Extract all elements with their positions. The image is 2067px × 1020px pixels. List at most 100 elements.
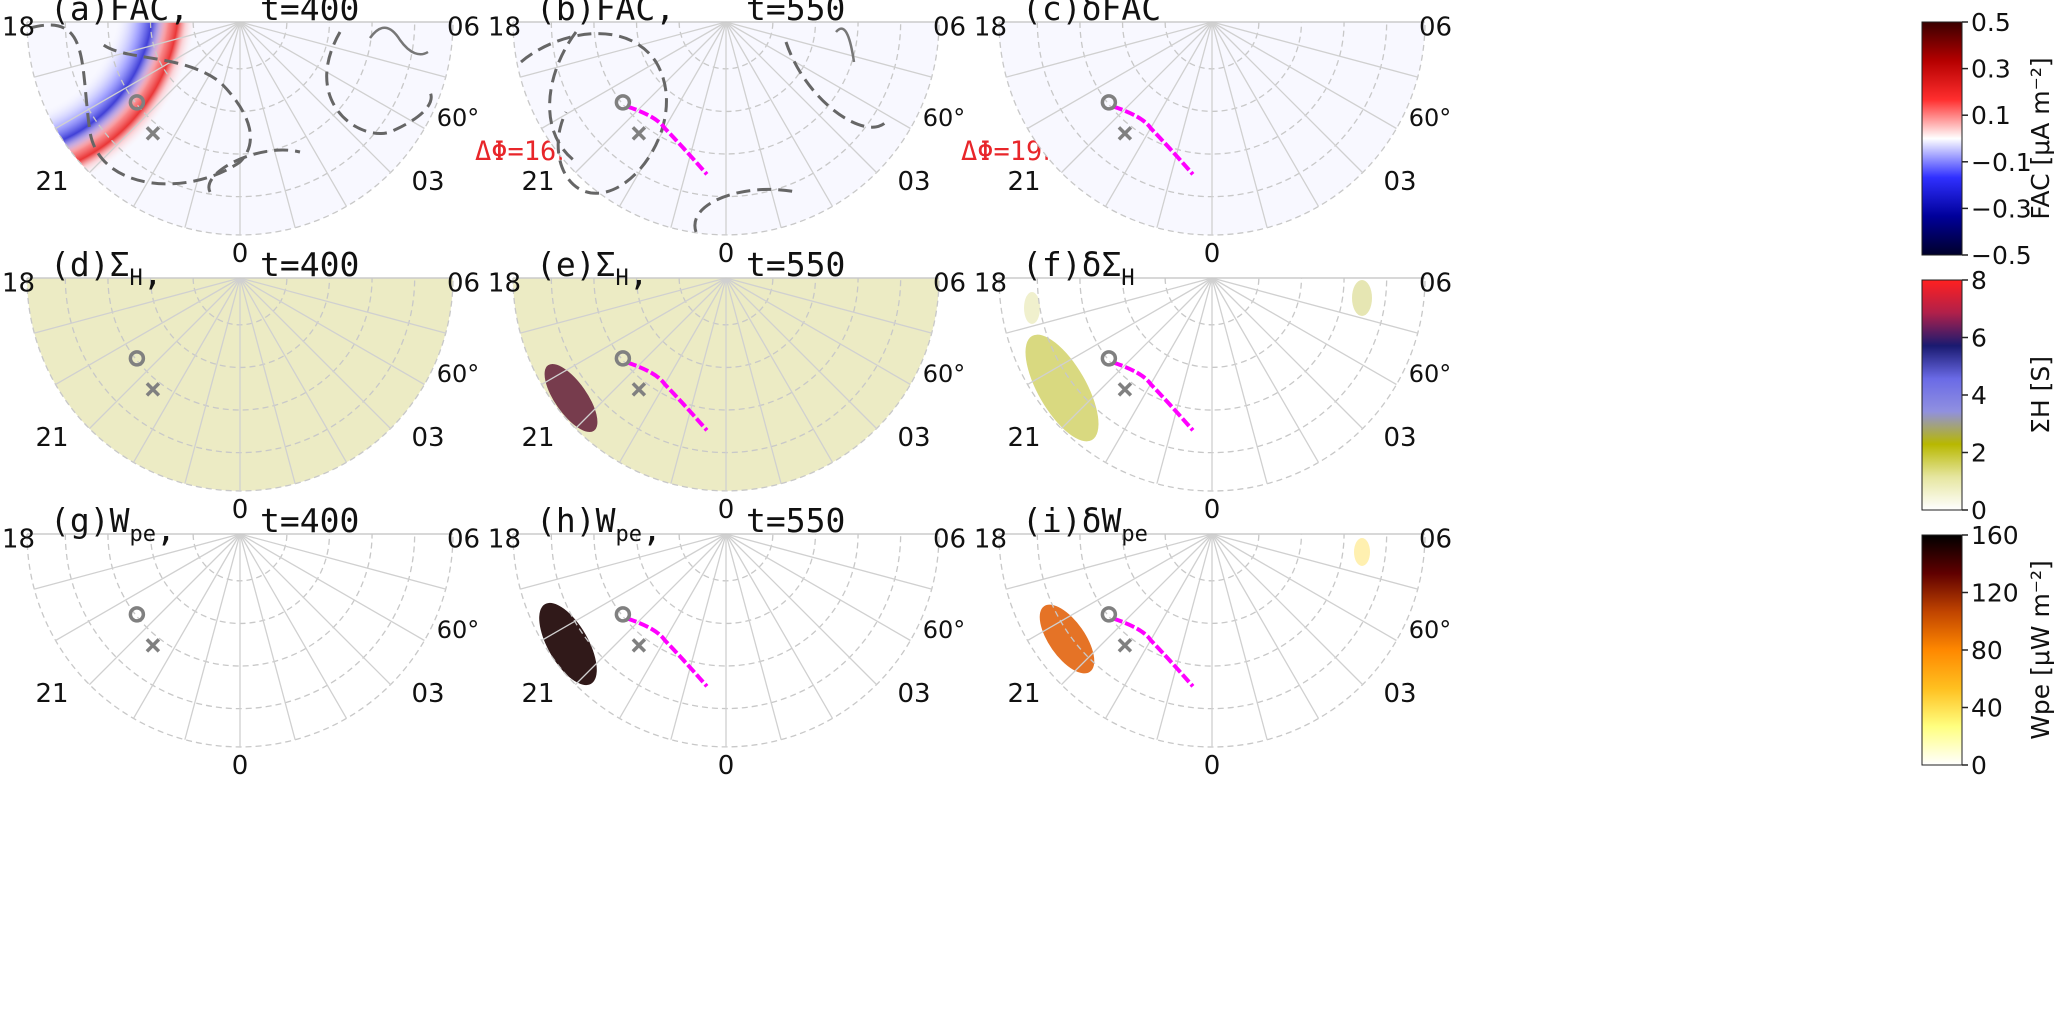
mlt-line bbox=[1211, 533, 1418, 590]
latitude-label-60: 60° bbox=[923, 104, 966, 132]
mlt-label-0: 0 bbox=[718, 239, 735, 269]
mlt-line bbox=[1156, 277, 1213, 484]
colorbar-label: ΣH [S] bbox=[2026, 356, 2055, 434]
mlt-line bbox=[725, 21, 932, 78]
mlt-line bbox=[725, 277, 782, 484]
mlt-line bbox=[55, 21, 241, 130]
latitude-label-60: 60° bbox=[437, 616, 480, 644]
mlt-label-0: 0 bbox=[718, 495, 735, 525]
start-circle-marker bbox=[614, 94, 632, 111]
mlt-line bbox=[239, 533, 425, 642]
colorbar-label: Wpe [μW m⁻²] bbox=[2026, 560, 2055, 740]
mlt-line bbox=[34, 21, 241, 78]
mlt-line bbox=[541, 533, 727, 642]
mlt-label-21: 21 bbox=[521, 167, 554, 197]
mlt-line bbox=[1060, 21, 1213, 174]
mlt-line bbox=[618, 277, 727, 463]
mlt-label-18: 18 bbox=[488, 269, 521, 299]
mlt-label-03: 03 bbox=[897, 679, 930, 709]
colorbar-tick-label: 2 bbox=[1971, 439, 1987, 468]
mlt-label-18: 18 bbox=[2, 269, 35, 299]
panel-time: t=550 bbox=[746, 245, 845, 284]
mlt-line bbox=[239, 21, 392, 174]
mlt-label-0: 0 bbox=[1204, 239, 1221, 269]
mlt-label-21: 21 bbox=[1007, 167, 1040, 197]
mlt-line bbox=[1027, 277, 1213, 386]
mlt-label-03: 03 bbox=[897, 167, 930, 197]
mlt-line bbox=[1211, 277, 1268, 484]
wpe-enhancement bbox=[1039, 604, 1095, 674]
mlt-line bbox=[725, 533, 911, 642]
mlt-label-06: 06 bbox=[933, 269, 966, 299]
mlt-label-0: 0 bbox=[1204, 751, 1221, 781]
colorbar-gradient bbox=[1921, 279, 1963, 511]
mlt-label-03: 03 bbox=[1383, 679, 1416, 709]
polar-grid bbox=[998, 277, 1426, 492]
mlt-line bbox=[239, 533, 296, 740]
latitude-label-60: 60° bbox=[437, 360, 480, 388]
mlt-line bbox=[725, 277, 834, 463]
mlt-line bbox=[520, 21, 727, 78]
mlt-line bbox=[55, 277, 241, 386]
mlt-line bbox=[541, 277, 727, 386]
latitude-circle bbox=[1079, 277, 1345, 411]
mlt-label-0: 0 bbox=[232, 751, 249, 781]
contour-line bbox=[835, 27, 856, 63]
mlt-line bbox=[1211, 277, 1418, 334]
mlt-line bbox=[1104, 277, 1213, 463]
colorbar-tick-label: 0.5 bbox=[1971, 8, 2011, 37]
mlt-line bbox=[1156, 533, 1213, 740]
mlt-label-06: 06 bbox=[447, 269, 480, 299]
mlt-line bbox=[725, 533, 782, 740]
latitude-circle bbox=[107, 277, 373, 411]
mlt-line bbox=[88, 533, 241, 686]
colorbar-tick-label: −0.3 bbox=[1971, 194, 2032, 223]
mlt-line bbox=[725, 533, 932, 590]
mlt-label-06: 06 bbox=[1419, 269, 1452, 299]
panel-title: (e)ΣH, bbox=[536, 245, 649, 293]
panel-time: t=400 bbox=[260, 245, 359, 284]
start-circle-marker bbox=[614, 350, 632, 367]
mlt-line bbox=[670, 21, 727, 228]
mlt-line bbox=[1211, 21, 1268, 228]
potential-contours bbox=[520, 27, 888, 233]
mlt-line bbox=[1027, 533, 1213, 642]
start-circle-marker bbox=[128, 606, 146, 623]
latitude-label-60: 60° bbox=[923, 616, 966, 644]
mlt-line bbox=[1211, 533, 1397, 642]
mlt-line bbox=[1006, 277, 1213, 334]
mlt-label-21: 21 bbox=[521, 679, 554, 709]
mlt-line bbox=[541, 21, 727, 130]
mlt-label-06: 06 bbox=[933, 13, 966, 43]
panel-c: (c)δFAC 18 06 21 03 0 60° bbox=[974, 0, 1452, 269]
colorbar-tick-label: 0.3 bbox=[1971, 55, 2011, 84]
trajectory-line bbox=[1112, 360, 1195, 432]
mlt-line bbox=[618, 21, 727, 207]
mlt-label-21: 21 bbox=[35, 423, 68, 453]
mlt-line bbox=[725, 21, 911, 130]
mlt-label-18: 18 bbox=[2, 13, 35, 43]
mlt-line bbox=[574, 277, 727, 430]
mlt-line bbox=[725, 277, 932, 334]
mlt-line bbox=[132, 533, 241, 719]
colorbar-tick-label: 120 bbox=[1971, 579, 2019, 608]
panel-title: (c)δFAC bbox=[1022, 0, 1161, 28]
mlt-line bbox=[239, 21, 348, 207]
trajectory-line bbox=[1112, 616, 1195, 688]
polar-grid bbox=[512, 533, 940, 748]
mlt-label-18: 18 bbox=[488, 525, 521, 555]
start-circle-marker bbox=[1100, 606, 1118, 623]
latitude-circle bbox=[593, 21, 859, 155]
polar-grid bbox=[998, 533, 1426, 748]
panel-title: (h)Wpe, bbox=[536, 501, 662, 549]
panel-d: (d)ΣH, t=400 18 06 21 03 0 60° bbox=[2, 245, 480, 525]
mlt-line bbox=[618, 533, 727, 719]
colorbar-tick-label: 6 bbox=[1971, 324, 1987, 353]
mlt-line bbox=[239, 277, 392, 430]
mlt-line bbox=[239, 533, 446, 590]
panel-f: (f)δΣH 18 06 21 03 0 60° bbox=[974, 245, 1452, 525]
panel-g: (g)Wpe, t=400 18 06 21 03 0 60° bbox=[2, 501, 480, 781]
mlt-label-18: 18 bbox=[974, 13, 1007, 43]
end-cross-marker bbox=[631, 382, 647, 397]
